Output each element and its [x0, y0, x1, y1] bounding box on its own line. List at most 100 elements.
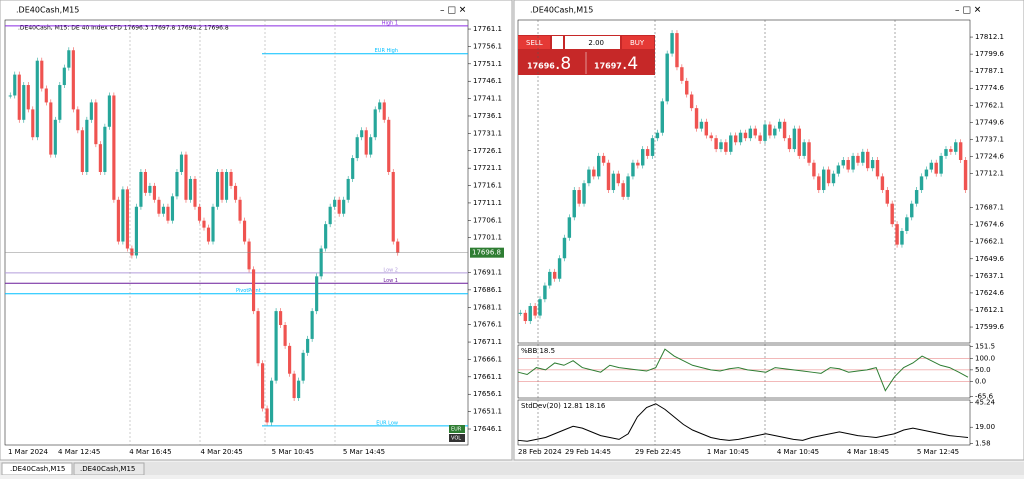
candle: [242, 220, 247, 242]
window-buttons[interactable]: – □ ✕: [440, 6, 466, 16]
candle: [641, 149, 645, 166]
lot-value[interactable]: 2.00: [588, 39, 604, 47]
candle: [587, 169, 591, 184]
candle: [543, 285, 547, 300]
candle: [58, 85, 62, 120]
candle: [958, 142, 963, 161]
candle: [40, 60, 44, 89]
candle: [17, 74, 21, 120]
candle: [944, 149, 948, 156]
candle: [319, 248, 323, 277]
y-tick-label: 17737.1: [975, 135, 1004, 143]
candle: [247, 241, 251, 270]
candle: [197, 206, 202, 221]
y-tick-label: 17686.1: [473, 286, 502, 294]
y-tick-label: 17774.6: [975, 84, 1004, 92]
candle: [592, 169, 596, 177]
candle: [636, 162, 640, 166]
title-bar: [515, 1, 1023, 19]
candle: [364, 130, 368, 155]
candle: [729, 135, 733, 152]
candle: [919, 176, 924, 191]
candle: [85, 119, 89, 172]
window-buttons[interactable]: – □ ✕: [955, 6, 981, 16]
lot-dropdown[interactable]: [552, 36, 563, 49]
y-tick-label: 100.0: [975, 354, 995, 362]
tab-label[interactable]: .DE40Cash,M15: [10, 465, 65, 473]
x-tick-label: 28 Feb 2024: [518, 448, 562, 456]
sell-label[interactable]: SELL: [526, 39, 543, 47]
candle: [94, 102, 98, 145]
y-tick-label: 17711.1: [473, 199, 502, 207]
y-tick-label: 17646.1: [473, 425, 502, 433]
candle: [315, 276, 319, 312]
candle: [880, 176, 885, 191]
level-label: Low 2: [383, 267, 398, 273]
candle: [31, 109, 35, 138]
candle: [382, 102, 386, 120]
candle: [670, 33, 674, 54]
tab-label[interactable]: .DE40Cash,M15: [80, 465, 135, 473]
candle: [954, 142, 958, 152]
candle: [577, 190, 581, 204]
candle: [596, 155, 601, 177]
lot-input[interactable]: [565, 36, 620, 49]
candle: [939, 155, 943, 174]
badge-label: EUR: [451, 427, 462, 433]
candle: [396, 241, 400, 253]
candle: [8, 95, 12, 97]
level-label: Low 1: [383, 278, 398, 284]
candle: [170, 196, 175, 221]
candle: [562, 237, 567, 259]
candle: [107, 95, 111, 127]
candle: [76, 109, 80, 131]
candle: [71, 50, 75, 110]
candle: [709, 135, 713, 139]
y-tick-label: 17681.1: [473, 303, 502, 311]
y-tick-label: 17637.1: [975, 272, 1004, 280]
sell-button[interactable]: [518, 36, 550, 49]
candle: [121, 189, 125, 242]
buy-label[interactable]: BUY: [630, 39, 645, 47]
candle: [292, 373, 296, 399]
candle: [297, 380, 301, 399]
y-tick-label: 17701.1: [473, 234, 502, 242]
y-tick-label: 17756.1: [473, 42, 502, 50]
candle: [224, 171, 229, 200]
y-tick-label: 17706.1: [473, 216, 502, 224]
candle: [650, 138, 655, 156]
candle: [665, 53, 669, 102]
level-label: EUR High: [375, 48, 398, 54]
y-tick-label: 19.00: [975, 423, 995, 431]
panel-label: %BB 18.5: [521, 347, 555, 355]
candle: [301, 352, 305, 381]
y-tick-label: 17799.6: [975, 50, 1004, 58]
candle: [351, 158, 355, 179]
candle: [89, 102, 93, 120]
candle: [851, 155, 855, 170]
ask-price: 17697: [594, 62, 622, 71]
buy-button[interactable]: [622, 36, 654, 49]
candle: [910, 203, 914, 218]
candle: [841, 160, 845, 166]
candle: [655, 132, 660, 139]
candle: [714, 138, 718, 150]
y-tick-label: -65.6: [975, 393, 994, 401]
candle: [611, 173, 616, 191]
candle: [552, 271, 557, 279]
candle: [355, 137, 359, 159]
badge: [449, 434, 465, 442]
candle: [337, 199, 341, 214]
candle: [719, 142, 723, 150]
y-tick-label: 17666.1: [473, 355, 502, 363]
candle: [139, 171, 143, 207]
y-tick-label: 17691.1: [473, 268, 502, 276]
candle: [44, 88, 48, 103]
candle: [963, 160, 968, 191]
candle: [743, 132, 748, 139]
x-tick-label: 4 Mar 12:45: [58, 448, 100, 456]
candle: [251, 269, 256, 312]
candle: [256, 311, 260, 364]
candle: [675, 33, 679, 68]
candle: [62, 67, 66, 86]
